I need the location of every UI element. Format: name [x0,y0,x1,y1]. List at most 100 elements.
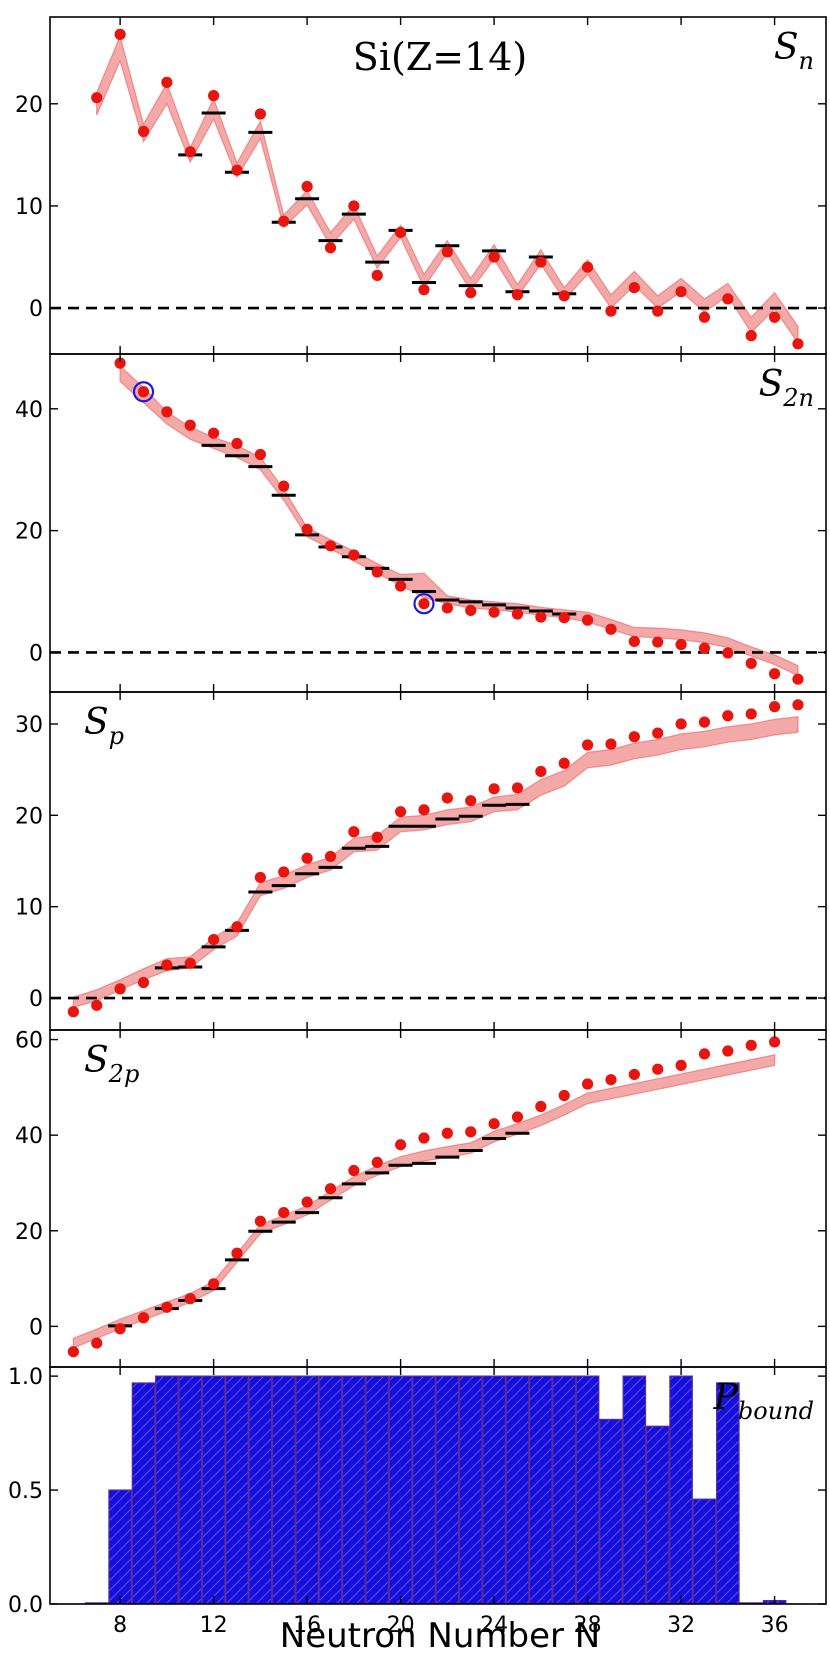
chart-title: Si(Z=14) [353,35,527,79]
S2n-point-n17 [324,540,337,552]
Sp-point-n10 [161,959,173,971]
bar-n17 [318,1375,343,1604]
S2n-point-n27 [558,612,570,624]
S2p-point-n24 [488,1118,500,1130]
bar-n28 [575,1375,600,1604]
bar-n20 [388,1375,413,1604]
S2n-point-n22 [441,602,453,614]
S2p-point-n30 [628,1068,640,1081]
Sp-point-n28 [581,739,594,751]
panel-sn-ytick-label: 0 [29,297,43,322]
S2p-point-n27 [558,1089,570,1102]
bar-n14 [248,1375,273,1604]
Sn-point-n22 [441,246,453,258]
S2n-uncertainty-band [119,364,799,677]
S2p-point-n23 [465,1126,477,1138]
S2n-point-n28 [581,614,594,626]
panel-s2p: 0 20 40 60 S2p [15,1029,827,1368]
S2p-point-n10 [161,1301,173,1313]
S2p-point-n31 [652,1063,664,1075]
Sn-point-n21 [418,284,430,296]
xtick-label-24: 24 [480,1613,508,1638]
S2n-point-n9 [137,386,150,398]
S2n-point-n10 [161,406,173,418]
bar-n21 [412,1375,436,1604]
S2p-point-n35 [745,1039,757,1051]
S2p-point-n14 [254,1215,266,1227]
Sp-point-n34 [722,710,734,722]
bar-n33 [692,1498,717,1604]
Sn-point-n35 [745,330,757,342]
panel-sp-plot-area [50,699,826,1018]
bar-n9 [131,1382,156,1604]
Sp-point-n19 [371,831,383,843]
S2n-point-n29 [605,623,617,635]
S2p-point-n6 [67,1346,79,1358]
S2n-point-n20 [395,580,407,592]
Sp-point-n21 [418,804,430,816]
panel-sn-ytick-label: 10 [15,195,43,220]
Sp-point-n17 [324,850,337,863]
panel-pbound-frame [49,1366,827,1605]
Sp-point-n15 [278,866,290,878]
S2p-point-n11 [184,1293,196,1305]
S2n-point-n26 [535,611,547,623]
S2p-uncertainty-band [72,1054,776,1349]
Sn-point-n23 [465,287,477,299]
Sn-point-n17 [324,242,337,254]
Sn-point-n27 [558,290,570,302]
bar-n32 [669,1375,693,1604]
S2n-point-n35 [745,657,757,669]
S2p-point-n21 [418,1132,430,1144]
S2n-point-n13 [231,437,243,450]
bar-n18 [342,1375,366,1604]
Sn-point-n12 [208,90,220,102]
xtick-label-8: 8 [113,1613,127,1638]
Sn-point-n26 [535,256,547,268]
Sp-point-n8 [114,983,126,995]
Sp-point-n36 [768,701,781,713]
Sp-point-n18 [348,826,360,838]
S2n-point-n11 [184,419,196,431]
S2p-point-n36 [768,1036,781,1048]
Sp-point-n14 [254,871,266,884]
Sn-point-n34 [722,293,734,305]
panel-pbound-ytick-label: 0.5 [8,1479,43,1504]
panel-pbound-plot-area [61,1375,810,1604]
S2p-point-n19 [371,1156,383,1169]
Sn-point-n7 [91,92,103,104]
bar-n29 [599,1418,623,1604]
Sp-point-n29 [605,738,617,750]
panel-sn-plot-area [50,28,826,350]
S2p-point-n18 [348,1164,360,1177]
Sn-point-n32 [675,286,687,298]
S2p-point-n20 [395,1139,407,1151]
S2n-point-n25 [511,608,524,620]
Sp-point-n35 [745,708,757,720]
Sp-point-n37 [792,699,804,711]
Sn-point-n8 [114,28,126,40]
Sn-point-n28 [581,261,594,273]
Sp-point-n27 [558,757,570,769]
Sn-point-n18 [348,200,360,212]
panel-sp-ytick-label: 10 [15,896,43,921]
S2n-point-n24 [488,606,500,618]
panel-s2n-ytick-label: 20 [15,520,43,545]
Sn-point-n33 [698,311,711,323]
bar-n16 [295,1375,319,1604]
S2n-point-n31 [652,636,664,648]
panel-s2n-plot-area [50,357,826,685]
panel-sp-ytick-label: 30 [15,713,43,738]
Sn-point-n13 [231,164,243,176]
S2n-circle-n21 [413,593,435,615]
S2p-point-n9 [137,1312,150,1324]
panel-s2n: 0 20 40 S2n [15,353,827,693]
Sp-point-n24 [488,783,500,795]
Sp-point-n26 [535,765,547,778]
S2n-circle-n9 [132,381,155,403]
bar-n11 [178,1375,203,1604]
S2p-point-n29 [605,1074,617,1086]
xtick-label-20: 20 [387,1613,415,1638]
Sp-point-n16 [301,852,313,864]
